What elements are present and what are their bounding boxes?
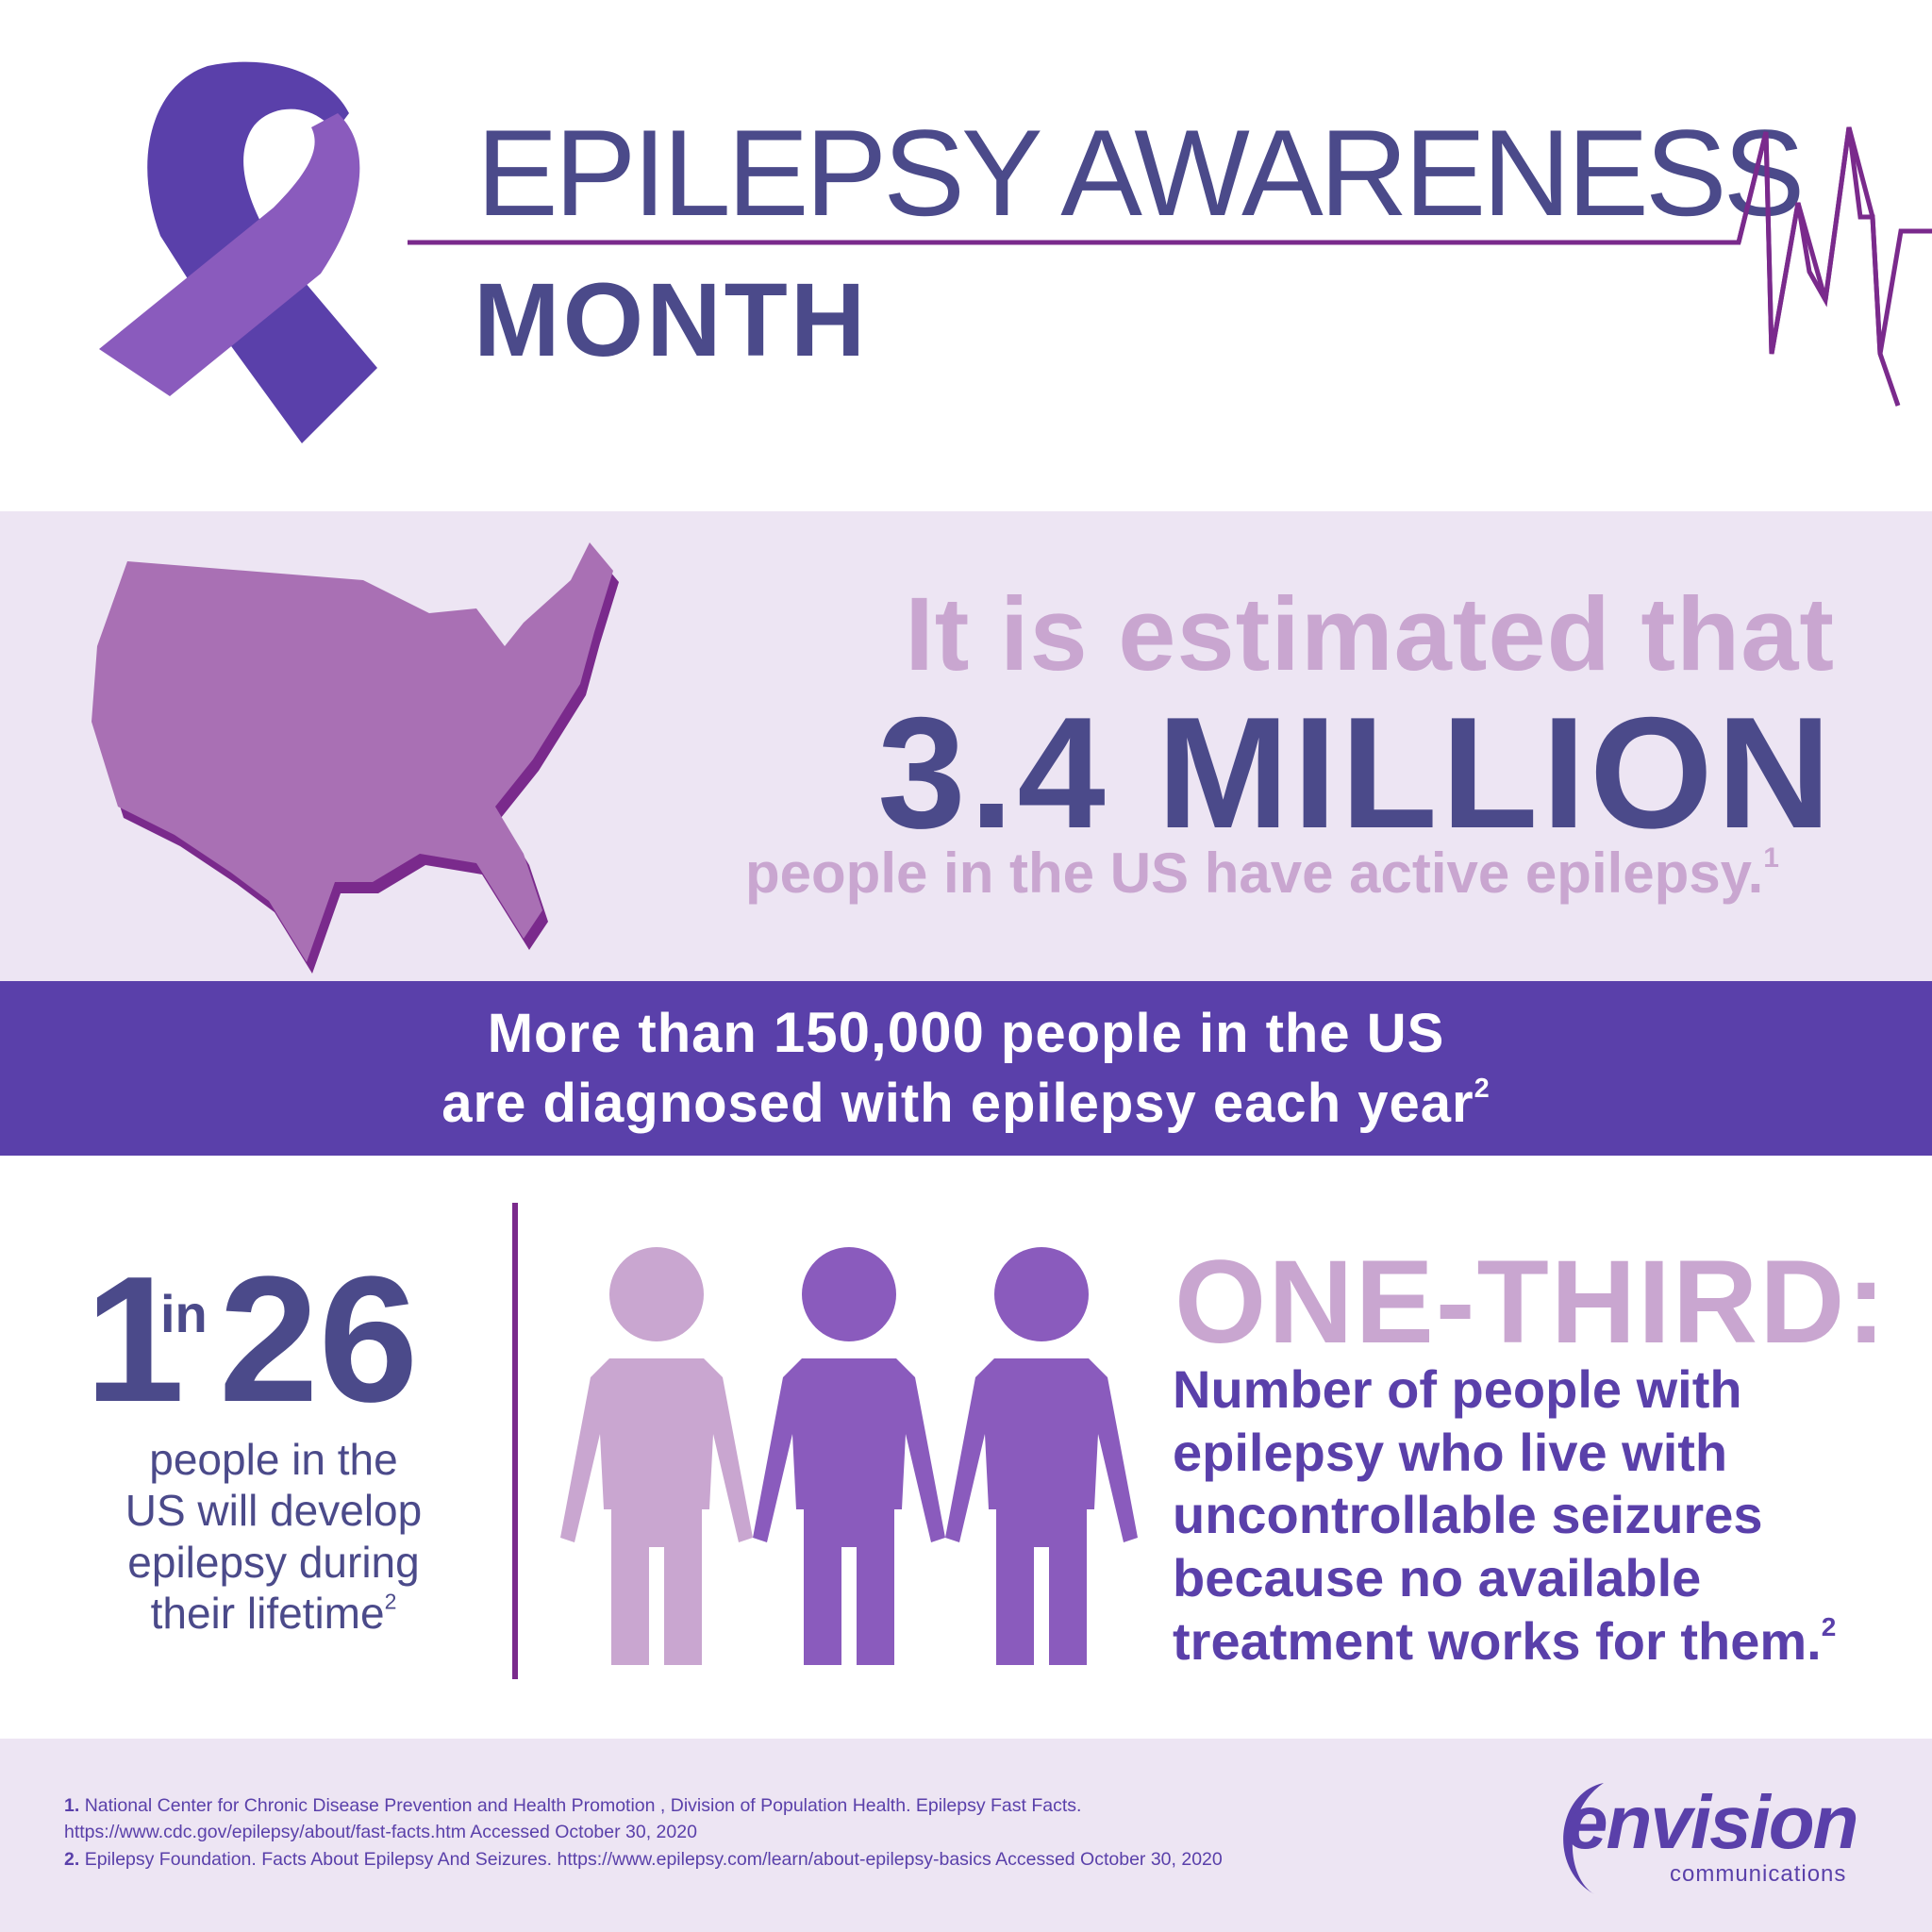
one-third-line: epilepsy who live with <box>1173 1422 1728 1482</box>
ratio-number: 26 <box>219 1240 419 1440</box>
one-third-line: treatment works for them.2 <box>1173 1610 1908 1674</box>
ratio-caption-line: epilepsy during <box>127 1537 420 1587</box>
one-third-title: ONE-THIRD: <box>1174 1237 1889 1368</box>
ratio-caption-line: their lifetime2 <box>57 1588 491 1639</box>
annual-diagnosis-banner <box>0 981 1932 1156</box>
annual-line2-text: are diagnosed with epilepsy each year <box>441 1073 1474 1135</box>
references: 1. National Center for Chronic Disease P… <box>64 1792 1536 1873</box>
estimate-value: 3.4 MILLION <box>877 684 1835 861</box>
reference-item: 2. Epilepsy Foundation. Facts About Epil… <box>64 1846 1536 1873</box>
logo-subtitle: communications <box>1670 1861 1847 1887</box>
reference-url: https://www.cdc.gov/epilepsy/about/fast-… <box>64 1822 697 1843</box>
footnote-marker: 2 <box>1474 1074 1491 1104</box>
one-third-line: uncontrollable seizures <box>1173 1485 1763 1545</box>
page-title-line1: EPILEPSY AWARENESS <box>476 104 1805 242</box>
footnote-marker: 2 <box>1821 1611 1837 1641</box>
one-third-last: treatment works for them. <box>1173 1610 1822 1671</box>
annual-diagnosis-line2: are diagnosed with epilepsy each year2 <box>0 1075 1932 1131</box>
people-figures-icon <box>560 1247 1138 1665</box>
heartbeat-line-icon <box>408 126 1932 407</box>
footer-background <box>0 1739 1932 1932</box>
reference-text: Epilepsy Foundation. Facts About Epileps… <box>84 1848 1223 1870</box>
section-divider <box>512 1203 518 1679</box>
reference-text: National Center for Chronic Disease Prev… <box>84 1795 1082 1816</box>
page-title-line2: MONTH <box>474 262 869 378</box>
ratio-caption-line: people in the <box>149 1435 398 1484</box>
logo-wordmark: envision <box>1566 1780 1859 1864</box>
reference-number: 2. <box>64 1848 80 1870</box>
ratio-one: 1 <box>85 1240 185 1440</box>
estimate-tail-text: people in the US have active epilepsy.1 <box>745 844 1858 902</box>
ratio-in: in <box>160 1284 208 1343</box>
footnote-marker: 1 <box>1763 842 1779 874</box>
estimate-lead-text: It is estimated that <box>905 576 1835 692</box>
footnote-marker: 2 <box>384 1589 397 1614</box>
ratio-caption-last: their lifetime <box>150 1588 385 1638</box>
envision-logo-icon <box>1563 1783 1604 1894</box>
annual-diagnosis-line1: More than 150,000 people in the US <box>0 1005 1932 1061</box>
awareness-ribbon-icon <box>99 61 377 443</box>
reference-number: 1. <box>64 1795 80 1816</box>
annual-prefix: More than <box>487 1003 774 1064</box>
estimate-tail-label: people in the US have active epilepsy. <box>745 841 1764 905</box>
one-third-text: Number of people with epilepsy who live … <box>1173 1358 1908 1673</box>
reference-item: 1. National Center for Chronic Disease P… <box>64 1792 1536 1819</box>
annual-value: 150,000 <box>773 1001 985 1064</box>
ratio-caption-line: US will develop <box>125 1486 423 1536</box>
one-third-line: because no available <box>1173 1547 1702 1607</box>
one-third-line: Number of people with <box>1173 1359 1742 1419</box>
us-map-icon <box>92 542 619 974</box>
ratio-caption: people in the US will develop epilepsy d… <box>57 1434 491 1639</box>
annual-suffix: people in the US <box>984 1003 1445 1064</box>
